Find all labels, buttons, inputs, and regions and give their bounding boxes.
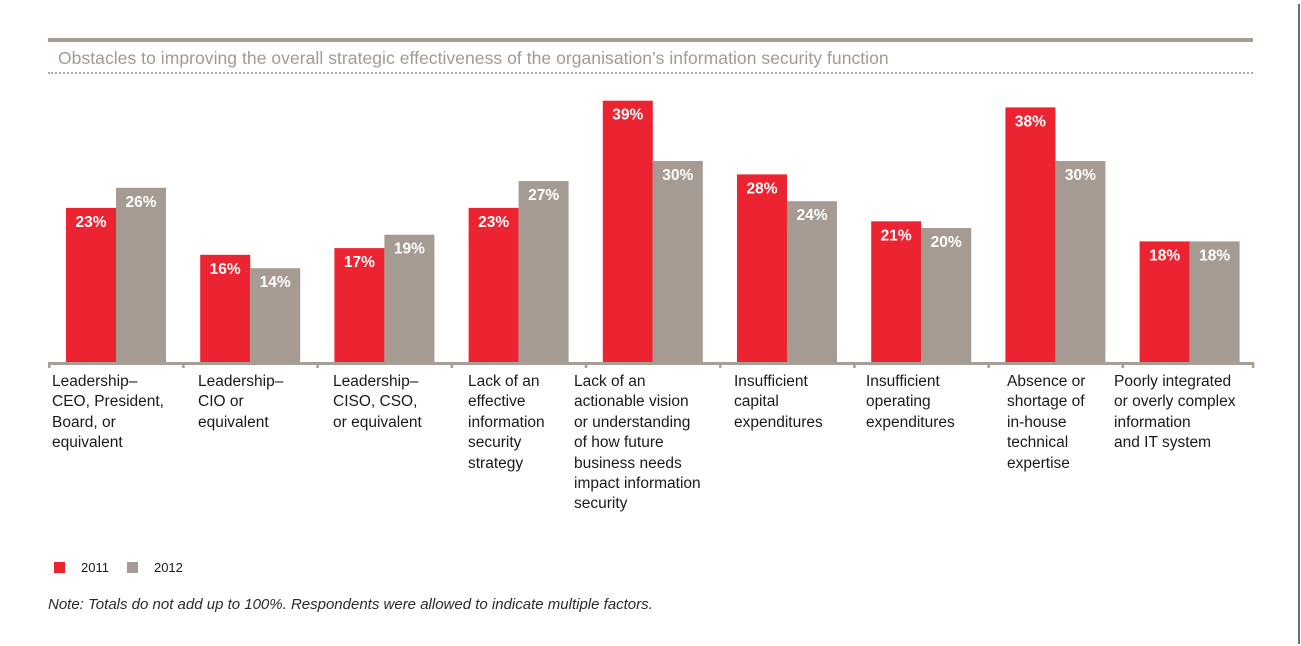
legend-item-2011: 2011 bbox=[54, 560, 109, 575]
data-label-2011-8: 18% bbox=[1149, 247, 1180, 264]
data-label-2011-0: 23% bbox=[75, 214, 106, 231]
category-label-3: Lack of an effective information securit… bbox=[468, 373, 545, 472]
x-axis-tick-6 bbox=[853, 362, 856, 368]
x-axis-tick-0 bbox=[48, 362, 51, 368]
legend-label-2012: 2012 bbox=[153, 560, 183, 575]
bar-2011-1 bbox=[200, 254, 251, 362]
footnote: Note: Totals do not add up to 100%. Resp… bbox=[48, 596, 653, 613]
legend-label-2011: 2011 bbox=[81, 560, 109, 575]
legend-swatch-2011 bbox=[54, 562, 65, 573]
legend-item-2012: 2012 bbox=[126, 560, 183, 575]
category-label-4: Lack of an actionable vision or understa… bbox=[574, 373, 701, 513]
data-label-2012-0: 26% bbox=[125, 194, 156, 211]
bar-2011-6 bbox=[871, 221, 922, 362]
category-label-6: Insufficient operating expenditures bbox=[866, 373, 955, 431]
x-axis-line bbox=[48, 362, 1254, 365]
legend-swatch-2012 bbox=[126, 562, 138, 573]
x-axis-tick-8 bbox=[1121, 362, 1125, 368]
bar-2011-4 bbox=[602, 100, 653, 362]
category-label-5: Insufficient capital expenditures bbox=[734, 373, 823, 431]
legend: 2011 2012 bbox=[54, 560, 201, 575]
x-axis-tick-5 bbox=[719, 362, 722, 368]
x-axis-tick-2 bbox=[316, 362, 319, 368]
data-label-2012-4: 30% bbox=[662, 167, 693, 184]
data-label-2011-3: 23% bbox=[478, 214, 509, 231]
bar-2012-1 bbox=[250, 268, 301, 362]
data-label-2011-1: 16% bbox=[210, 261, 241, 278]
x-axis-tick-3 bbox=[450, 362, 454, 368]
bar-2011-7 bbox=[1005, 107, 1056, 363]
bar-2011-5 bbox=[737, 174, 787, 362]
data-label-2012-3: 27% bbox=[528, 187, 559, 204]
bar-2012-3 bbox=[518, 181, 569, 362]
data-label-2011-7: 38% bbox=[1015, 113, 1046, 130]
data-label-2012-8: 18% bbox=[1199, 247, 1230, 264]
bar-2011-3 bbox=[468, 207, 519, 362]
title-dotted-rule bbox=[48, 72, 1253, 74]
bar-2012-6 bbox=[921, 228, 972, 362]
data-label-2012-1: 14% bbox=[260, 274, 291, 291]
x-axis-tick-1 bbox=[182, 362, 185, 368]
title-top-rule bbox=[48, 38, 1253, 42]
category-label-7: Absence or shortage of in-house technica… bbox=[1007, 373, 1086, 472]
bar-2012-8 bbox=[1189, 241, 1240, 362]
x-axis-tick-9 bbox=[1251, 362, 1255, 368]
bar-2012-2 bbox=[384, 234, 435, 362]
data-label-2012-6: 20% bbox=[931, 234, 962, 251]
bar-2011-8 bbox=[1139, 241, 1190, 362]
data-label-2011-6: 21% bbox=[881, 227, 912, 244]
bar-2011-2 bbox=[334, 248, 385, 362]
bar-2012-5 bbox=[787, 201, 837, 362]
bar-2012-7 bbox=[1055, 161, 1106, 362]
data-label-2012-7: 30% bbox=[1065, 167, 1096, 184]
data-label-2011-2: 17% bbox=[344, 254, 375, 271]
category-label-1: Leadership– CIO or equivalent bbox=[198, 373, 284, 431]
category-label-0: Leadership– CEO, President, Board, or eq… bbox=[52, 373, 164, 452]
category-label-8: Poorly integrated or overly complex info… bbox=[1114, 373, 1236, 452]
page-edge-line bbox=[1298, 4, 1300, 644]
data-label-2012-5: 24% bbox=[796, 207, 827, 224]
bar-2012-4 bbox=[652, 161, 703, 362]
bar-2011-0 bbox=[66, 207, 116, 362]
data-label-2012-2: 19% bbox=[394, 241, 425, 258]
x-axis-tick-7 bbox=[987, 362, 990, 368]
category-label-2: Leadership– CISO, CSO, or equivalent bbox=[333, 373, 422, 431]
data-label-2011-4: 39% bbox=[612, 107, 643, 124]
x-axis-tick-4 bbox=[584, 362, 588, 368]
bar-2012-0 bbox=[116, 187, 166, 362]
data-label-2011-5: 28% bbox=[746, 180, 777, 197]
chart-title: Obstacles to improving the overall strat… bbox=[58, 48, 889, 68]
